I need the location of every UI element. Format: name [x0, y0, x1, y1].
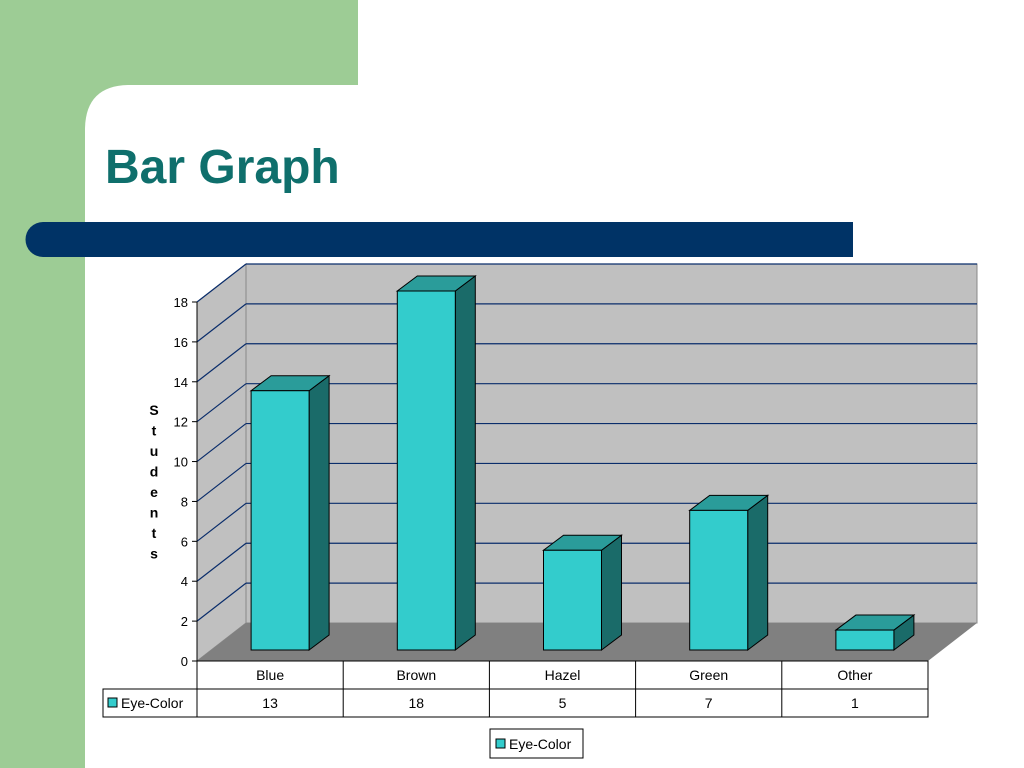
data-table-series-cell	[102, 688, 198, 718]
y-tick-label: 12	[174, 415, 188, 430]
gridline-diagonal	[196, 582, 247, 622]
bar	[250, 390, 310, 651]
x-category-label: Blue	[256, 667, 284, 683]
gridline-diagonal	[196, 502, 247, 542]
y-tick-label: 2	[181, 614, 188, 629]
x-category-label: Brown	[396, 667, 436, 683]
navy-divider-bar	[25, 222, 853, 257]
bar	[835, 629, 895, 651]
bar-side	[747, 494, 769, 651]
gridline-diagonal	[196, 383, 247, 423]
gridline-diagonal	[196, 263, 247, 303]
data-table-value: 13	[262, 695, 278, 711]
data-table-value: 18	[409, 695, 425, 711]
y-tick-label: 18	[174, 295, 188, 310]
bar-side	[454, 275, 476, 651]
data-table-value: 1	[851, 695, 859, 711]
y-tick-label: 10	[174, 455, 188, 470]
bar-side	[308, 374, 330, 651]
gridline-diagonal	[196, 343, 247, 383]
y-tick-label: 0	[181, 654, 188, 669]
bar	[689, 509, 749, 651]
y-tick-label: 14	[174, 375, 188, 390]
y-tick-label: 8	[181, 494, 188, 509]
x-category-label: Green	[689, 667, 728, 683]
y-tick-label: 4	[181, 574, 188, 589]
bar	[396, 290, 456, 651]
bar	[543, 549, 602, 651]
gridline-diagonal	[196, 462, 247, 502]
data-table-series-swatch	[107, 697, 118, 708]
y-tick-label: 6	[181, 534, 188, 549]
slide-title: Bar Graph	[105, 141, 340, 194]
bar-side	[601, 534, 622, 651]
data-table-series-name: Eye-Color	[121, 695, 184, 711]
data-table-value: 5	[559, 695, 567, 711]
gridline-diagonal	[196, 423, 247, 463]
y-tick-label: 16	[174, 335, 188, 350]
x-category-label: Other	[837, 667, 872, 683]
legend-label: Eye-Color	[509, 736, 572, 752]
x-category-label: Hazel	[545, 667, 581, 683]
gridline-diagonal	[196, 542, 247, 582]
legend-swatch	[495, 738, 506, 749]
gridline-diagonal	[196, 303, 247, 343]
data-table-value: 7	[705, 695, 713, 711]
